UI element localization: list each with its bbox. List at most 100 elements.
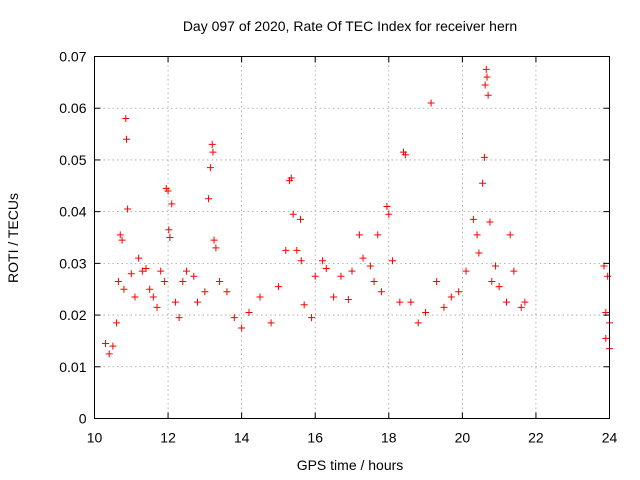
data-point: [319, 257, 327, 265]
data-point: [201, 288, 209, 296]
data-point: [138, 267, 146, 275]
y-tick-label: 0.05: [59, 152, 86, 168]
data-point: [447, 293, 455, 301]
data-point: [153, 303, 161, 311]
data-point: [385, 210, 393, 218]
data-point: [473, 231, 481, 239]
data-point: [223, 288, 231, 296]
data-point: [297, 257, 305, 265]
y-tick-label: 0: [79, 411, 87, 427]
tick-labels: 10 12 14 16 18 20 22 24 0 0.01 0.02 0.03 0.04 0.05 0.0…: [59, 49, 617, 446]
axis-ticks: [94, 56, 610, 419]
x-axis-title: GPS time / hours: [297, 457, 404, 473]
data-point: [475, 249, 483, 257]
data-point: [322, 265, 330, 273]
data-point: [127, 270, 135, 278]
data-point: [396, 298, 404, 306]
data-point: [105, 350, 113, 358]
x-tick-label: 20: [455, 430, 471, 446]
x-tick-label: 22: [528, 430, 544, 446]
data-point: [440, 303, 448, 311]
data-point: [164, 187, 172, 195]
x-tick-label: 18: [381, 430, 397, 446]
data-point: [182, 267, 190, 275]
data-point: [483, 73, 491, 81]
data-point: [293, 246, 301, 254]
data-point: [311, 272, 319, 280]
data-point: [480, 153, 488, 161]
data-point: [370, 277, 378, 285]
data-point: [355, 231, 363, 239]
data-point: [122, 115, 130, 123]
data-point: [377, 288, 385, 296]
data-point: [510, 267, 518, 275]
data-point: [407, 298, 415, 306]
data-point: [114, 277, 122, 285]
y-tick-label: 0.04: [59, 204, 86, 220]
data-point: [209, 148, 217, 156]
data-point: [433, 277, 441, 285]
data-point: [131, 293, 139, 301]
data-point: [521, 298, 529, 306]
data-point: [113, 319, 121, 327]
data-point: [484, 91, 492, 99]
data-point: [383, 202, 391, 210]
data-point: [503, 298, 510, 306]
data-point: [230, 314, 238, 322]
x-tick-label: 16: [307, 430, 323, 446]
data-point: [455, 288, 463, 296]
data-point: [427, 99, 435, 107]
data-point: [414, 319, 422, 327]
data-point: [109, 342, 117, 350]
data-point: [116, 231, 124, 239]
data-point: [300, 301, 308, 309]
data-point: [482, 65, 490, 73]
data-point: [118, 236, 126, 244]
data-point: [190, 272, 198, 280]
data-point: [366, 262, 374, 270]
data-point: [506, 231, 514, 239]
data-point: [287, 174, 295, 182]
data-point: [462, 267, 470, 275]
data-point: [374, 231, 382, 239]
data-point: [238, 324, 246, 332]
data-point: [256, 293, 264, 301]
data-point: [168, 200, 176, 208]
data-point: [337, 272, 345, 280]
y-tick-label: 0.07: [59, 49, 86, 65]
grid-layer: [94, 56, 610, 419]
data-point: [274, 283, 282, 291]
data-point: [179, 277, 187, 285]
y-tick-label: 0.02: [59, 307, 86, 323]
y-tick-label: 0.06: [59, 100, 86, 116]
data-point: [194, 298, 201, 306]
data-point: [604, 272, 612, 280]
data-point: [289, 210, 297, 218]
data-point: [205, 195, 213, 203]
data-point: [488, 277, 496, 285]
data-point: [142, 265, 150, 273]
plot-frame: [94, 56, 610, 419]
data-point: [330, 293, 338, 301]
data-point: [212, 244, 220, 252]
x-tick-label: 24: [602, 430, 618, 446]
data-point: [479, 179, 487, 187]
data-point: [245, 308, 253, 316]
data-point: [491, 262, 499, 270]
x-tick-label: 10: [87, 430, 103, 446]
data-point: [208, 140, 216, 148]
data-point: [216, 277, 224, 285]
data-point: [210, 236, 218, 244]
data-point: [135, 254, 143, 262]
data-point: [166, 234, 174, 241]
data-point: [206, 164, 214, 172]
data-point: [388, 257, 396, 265]
chart-title: Day 097 of 2020, Rate Of TEC Index for r…: [183, 18, 517, 34]
data-point: [348, 267, 356, 275]
data-point: [102, 340, 110, 348]
data-point: [401, 151, 409, 159]
data-point: [602, 334, 610, 342]
data-point: [123, 135, 131, 143]
data-point: [422, 308, 430, 316]
